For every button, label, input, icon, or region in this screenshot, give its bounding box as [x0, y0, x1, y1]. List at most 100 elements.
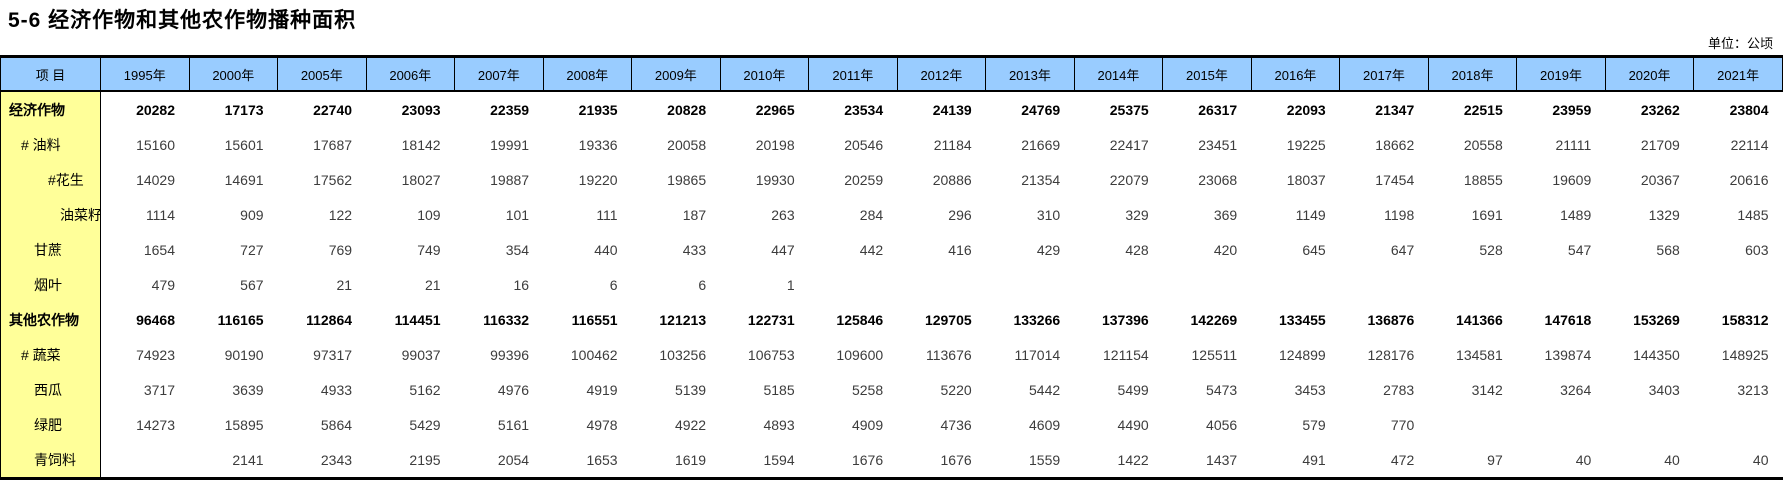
- value-cell: 4919: [543, 372, 632, 407]
- value-cell: 16: [454, 267, 544, 302]
- year-header-cell: 2009年: [631, 56, 721, 92]
- value-cell: 142269: [1162, 302, 1252, 337]
- value-cell: 22965: [720, 91, 809, 127]
- value-cell: 21184: [897, 127, 986, 162]
- value-cell: 22740: [277, 91, 367, 127]
- value-cell: 645: [1251, 232, 1340, 267]
- table-row: # 油料 15160 15601 17687 18142 19991 19336 20058 2…: [0, 127, 1783, 162]
- value-cell: 479: [100, 267, 190, 302]
- value-cell: 117014: [985, 337, 1075, 372]
- year-header-cell: 2016年: [1250, 56, 1341, 92]
- value-cell: 310: [985, 197, 1075, 232]
- value-cell: 770: [1339, 407, 1429, 442]
- value-cell: 14029: [100, 162, 190, 197]
- year-header-cell: 2018年: [1427, 56, 1518, 92]
- value-cell: [1428, 407, 1517, 442]
- row-label: 油菜籽: [0, 197, 101, 232]
- value-cell: 18027: [366, 162, 455, 197]
- value-cell: 21354: [985, 162, 1075, 197]
- value-cell: 19220: [543, 162, 632, 197]
- value-cell: 4922: [631, 407, 721, 442]
- value-cell: 21: [277, 267, 367, 302]
- value-cell: 603: [1693, 232, 1783, 267]
- value-cell: 20558: [1428, 127, 1517, 162]
- value-cell: 20367: [1605, 162, 1694, 197]
- value-cell: 121154: [1074, 337, 1163, 372]
- value-cell: 21111: [1516, 127, 1606, 162]
- value-cell: 1149: [1251, 197, 1340, 232]
- value-cell: 4056: [1162, 407, 1252, 442]
- value-cell: 141366: [1428, 302, 1517, 337]
- value-cell: 23534: [808, 91, 898, 127]
- value-cell: 116165: [189, 302, 278, 337]
- value-cell: 187: [631, 197, 721, 232]
- year-header-cell: 2010年: [719, 56, 810, 92]
- value-cell: 19225: [1251, 127, 1340, 162]
- year-header-cell: 2008年: [542, 56, 633, 92]
- value-cell: 21709: [1605, 127, 1694, 162]
- year-header-cell: 2019年: [1516, 56, 1606, 92]
- value-cell: [808, 267, 898, 302]
- value-cell: 19609: [1516, 162, 1606, 197]
- value-cell: 2343: [277, 442, 367, 479]
- table-row: 西瓜 3717 3639 4933 5162 4976 4919 5139 5185 5258 52…: [0, 372, 1783, 407]
- year-header-cell: 2021年: [1693, 56, 1783, 92]
- value-cell: 128176: [1339, 337, 1429, 372]
- value-cell: 96468: [100, 302, 190, 337]
- value-cell: 137396: [1074, 302, 1163, 337]
- table-row: 青饲料 2141 2343 2195 2054 1653 1619 1594 1676 1676 1…: [0, 442, 1783, 479]
- value-cell: 4933: [277, 372, 367, 407]
- value-cell: 19991: [454, 127, 544, 162]
- value-cell: 26317: [1162, 91, 1252, 127]
- value-cell: 416: [897, 232, 986, 267]
- value-cell: 114451: [366, 302, 455, 337]
- value-cell: 2141: [189, 442, 278, 479]
- value-cell: 1654: [100, 232, 190, 267]
- value-cell: 5139: [631, 372, 721, 407]
- row-label: 烟叶: [0, 267, 101, 302]
- value-cell: 25375: [1074, 91, 1163, 127]
- value-cell: 284: [808, 197, 898, 232]
- value-cell: 21669: [985, 127, 1075, 162]
- value-cell: [1693, 267, 1783, 302]
- value-cell: 579: [1251, 407, 1340, 442]
- year-header-cell: 2020年: [1604, 56, 1695, 92]
- table-row: #花生 14029 14691 17562 18027 19887 19220 19865 19…: [0, 162, 1783, 197]
- year-header-cell: 2013年: [985, 56, 1075, 92]
- value-cell: 5185: [720, 372, 809, 407]
- value-cell: 491: [1251, 442, 1340, 479]
- table-row: 油菜籽 1114 909 122 109 101 111 187 263 284 296 310 329…: [0, 197, 1783, 232]
- value-cell: 1114: [100, 197, 190, 232]
- value-cell: 124899: [1251, 337, 1340, 372]
- value-cell: 2195: [366, 442, 455, 479]
- table-row: 其他农作物 96468 116165 112864 114451 116332 116551…: [0, 302, 1783, 337]
- value-cell: 429: [985, 232, 1075, 267]
- value-cell: 40: [1605, 442, 1694, 479]
- value-cell: 4909: [808, 407, 898, 442]
- value-cell: 647: [1339, 232, 1429, 267]
- value-cell: 20198: [720, 127, 809, 162]
- value-cell: 5864: [277, 407, 367, 442]
- value-cell: 100462: [543, 337, 632, 372]
- value-cell: 19930: [720, 162, 809, 197]
- value-cell: 144350: [1605, 337, 1694, 372]
- value-cell: 1653: [543, 442, 632, 479]
- value-cell: 20828: [631, 91, 721, 127]
- row-label: # 油料: [0, 127, 101, 162]
- value-cell: [1339, 267, 1429, 302]
- value-cell: 20259: [808, 162, 898, 197]
- value-cell: 3264: [1516, 372, 1606, 407]
- value-cell: 99037: [366, 337, 455, 372]
- value-cell: 22079: [1074, 162, 1163, 197]
- value-cell: 567: [189, 267, 278, 302]
- value-cell: 3453: [1251, 372, 1340, 407]
- value-cell: 24139: [897, 91, 986, 127]
- value-cell: 5258: [808, 372, 898, 407]
- value-cell: 20616: [1693, 162, 1783, 197]
- value-cell: 263: [720, 197, 809, 232]
- value-cell: 909: [189, 197, 278, 232]
- value-cell: 420: [1162, 232, 1252, 267]
- row-label: 西瓜: [0, 372, 101, 407]
- value-cell: 97317: [277, 337, 367, 372]
- year-header-cell: 2000年: [188, 56, 279, 92]
